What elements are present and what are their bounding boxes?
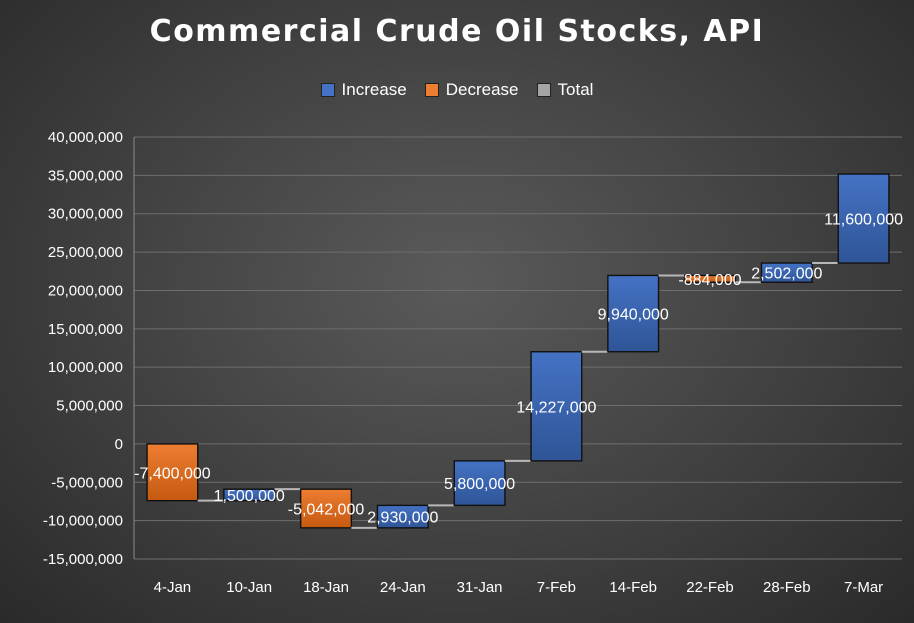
y-tick-label: 30,000,000 bbox=[48, 206, 123, 223]
x-tick-label: 18-Jan bbox=[303, 579, 349, 596]
legend-label-increase: Increase bbox=[341, 80, 407, 99]
x-tick-label: 10-Jan bbox=[226, 579, 272, 596]
data-label: 14,227,000 bbox=[516, 399, 596, 416]
x-tick-label: 22-Feb bbox=[686, 579, 734, 596]
x-tick-label: 7-Mar bbox=[844, 579, 883, 596]
y-tick-label: 40,000,000 bbox=[48, 129, 123, 146]
waterfall-bar bbox=[146, 443, 199, 502]
y-tick-label: 35,000,000 bbox=[48, 167, 123, 184]
y-tick-label: 10,000,000 bbox=[48, 359, 123, 376]
waterfall-bar bbox=[376, 504, 429, 529]
y-tick-label: 25,000,000 bbox=[48, 244, 123, 261]
waterfall-bar bbox=[760, 262, 813, 283]
data-label: 2,502,000 bbox=[751, 266, 822, 283]
y-tick-label: -5,000,000 bbox=[51, 474, 123, 491]
y-tick-label: -10,000,000 bbox=[43, 513, 123, 530]
waterfall-bar bbox=[837, 173, 890, 264]
legend-item-decrease[interactable]: Decrease bbox=[424, 80, 519, 100]
legend-label-decrease: Decrease bbox=[445, 80, 519, 99]
data-label: 1,500,000 bbox=[214, 488, 285, 505]
x-tick-label: 31-Jan bbox=[457, 579, 503, 596]
x-tick-label: 28-Feb bbox=[763, 579, 811, 596]
data-label: -5,042,000 bbox=[288, 502, 365, 519]
x-tick-label: 24-Jan bbox=[380, 579, 426, 596]
x-tick-label: 4-Jan bbox=[154, 579, 192, 596]
waterfall-bar bbox=[683, 274, 737, 283]
data-label: 2,930,000 bbox=[367, 510, 438, 527]
legend-swatch-decrease bbox=[424, 83, 439, 97]
x-tick-label: 14-Feb bbox=[609, 579, 657, 596]
y-tick-label: 5,000,000 bbox=[56, 398, 123, 415]
legend-swatch-increase bbox=[320, 83, 335, 97]
data-label: -7,400,000 bbox=[134, 465, 211, 482]
legend-label-total: Total bbox=[557, 80, 594, 99]
waterfall-bar bbox=[299, 488, 353, 529]
legend-item-total[interactable]: Total bbox=[536, 80, 594, 100]
waterfall-bar bbox=[530, 351, 583, 462]
chart-title: Commercial Crude Oil Stocks, API bbox=[149, 14, 765, 49]
y-tick-label: 0 bbox=[115, 436, 123, 453]
x-tick-label: 7-Feb bbox=[537, 579, 576, 596]
data-label: 11,600,000 bbox=[824, 212, 903, 229]
legend-swatch-total bbox=[536, 83, 551, 97]
legend-item-increase[interactable]: Increase bbox=[320, 80, 407, 100]
y-tick-label: 15,000,000 bbox=[48, 321, 123, 338]
data-label: 9,940,000 bbox=[598, 307, 669, 324]
data-label: 5,800,000 bbox=[444, 476, 515, 493]
data-label: -884,000 bbox=[678, 272, 741, 289]
y-tick-label: -15,000,000 bbox=[43, 551, 123, 568]
waterfall-bar bbox=[607, 274, 660, 353]
waterfall-bar bbox=[453, 460, 506, 507]
waterfall-bar bbox=[223, 488, 276, 502]
y-tick-label: 20,000,000 bbox=[48, 282, 123, 299]
legend: Increase Decrease Total bbox=[0, 80, 914, 100]
